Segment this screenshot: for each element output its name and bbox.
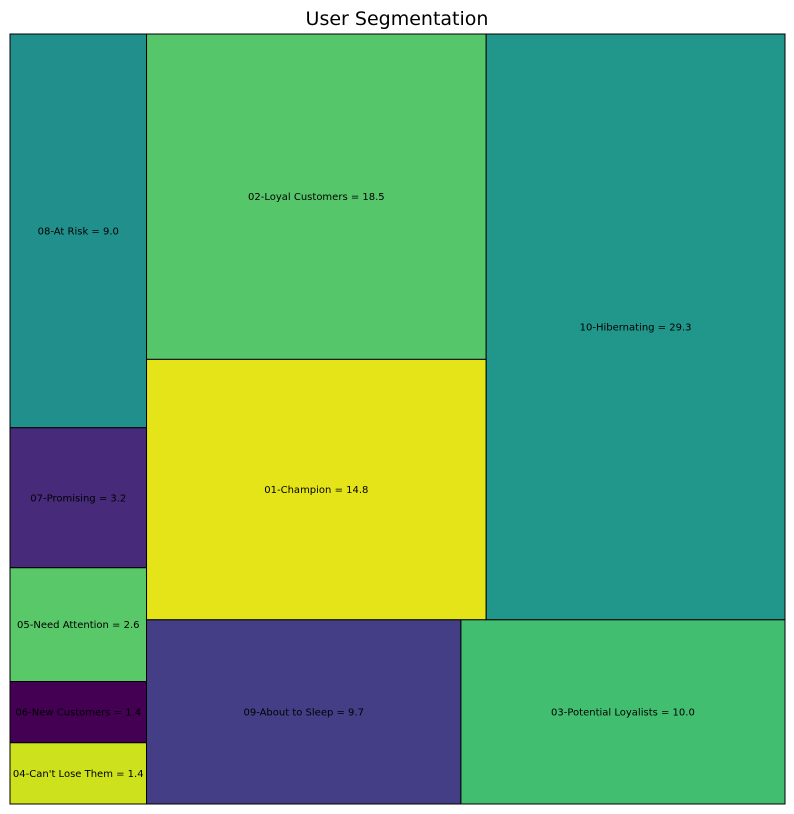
- tile-09-about-to-sleep: [146, 619, 462, 805]
- tile-08-at-risk: [9, 33, 148, 429]
- tile-02-loyal-customers: [146, 33, 487, 360]
- tile-label-05-need-attention: 05-Need Attention = 2.6: [17, 620, 139, 631]
- tile-label-10-hibernating: 10-Hibernating = 29.3: [580, 322, 692, 333]
- tile-label-04-can-t-lose-them: 04-Can't Lose Them = 1.4: [13, 769, 144, 780]
- treemap-tiles: 08-At Risk = 9.0 07-Promising = 3.2 05-Nee…: [9, 33, 786, 805]
- tile-10-hibernating: [485, 33, 786, 621]
- tile-label-06-new-customers: 06-New Customers = 1.4: [15, 708, 141, 719]
- tile-03-potential-loyalists: [460, 619, 786, 805]
- tile-04-can-t-lose-them: [9, 742, 148, 805]
- tile-label-01-champion: 01-Champion = 14.8: [264, 485, 368, 496]
- tile-01-champion: [146, 358, 487, 621]
- tile-05-need-attention: [9, 567, 148, 682]
- tile-label-02-loyal-customers: 02-Loyal Customers = 18.5: [248, 192, 385, 203]
- chart-title: User Segmentation: [306, 8, 489, 30]
- tile-label-08-at-risk: 08-At Risk = 9.0: [38, 226, 119, 237]
- tile-06-new-customers: [9, 681, 148, 744]
- tile-label-07-promising: 07-Promising = 3.2: [30, 493, 126, 504]
- tile-label-09-about-to-sleep: 09-About to Sleep = 9.7: [243, 707, 364, 718]
- tile-07-promising: [9, 427, 148, 569]
- tile-label-03-potential-loyalists: 03-Potential Loyalists = 10.0: [551, 707, 695, 718]
